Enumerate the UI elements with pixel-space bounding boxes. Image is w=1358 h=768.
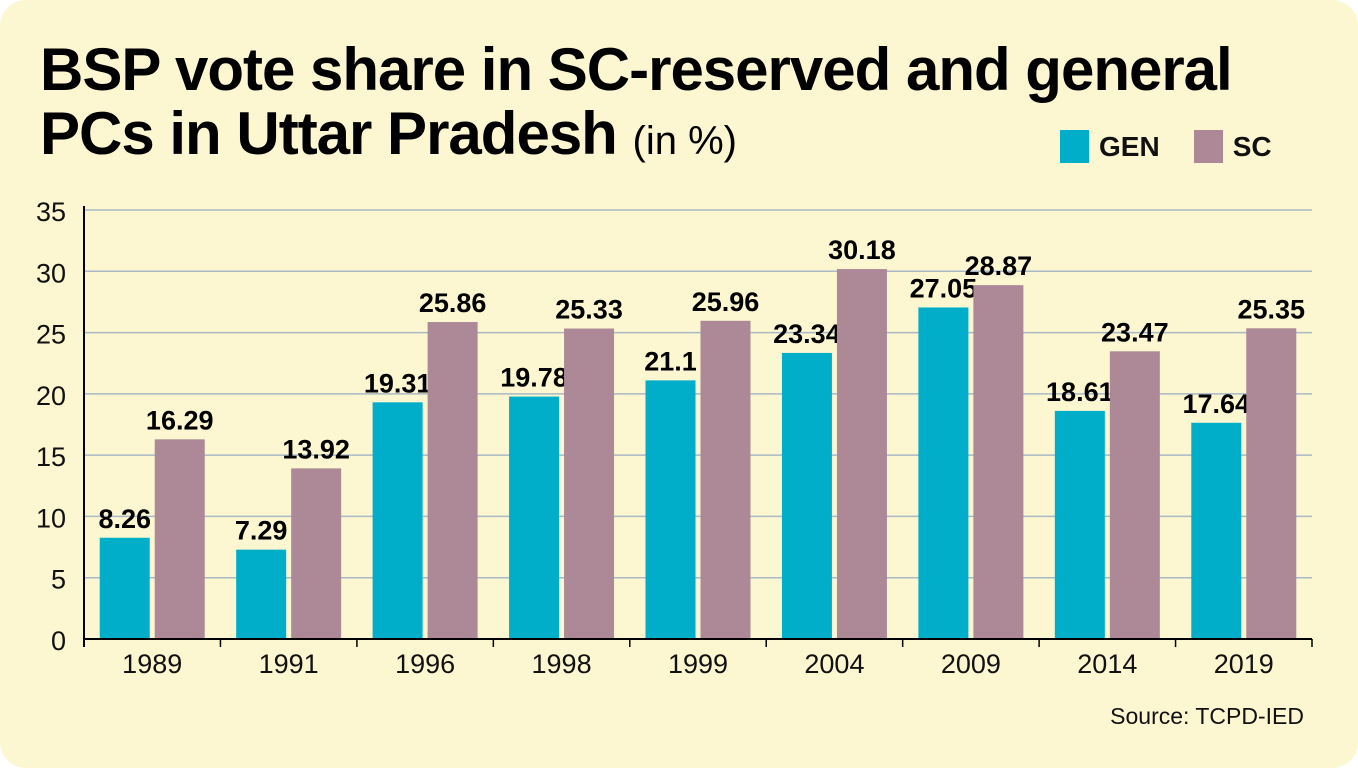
y-tick-label: 35 — [36, 197, 66, 227]
bar-gen-2009 — [918, 307, 969, 639]
bar-gen-1998 — [509, 396, 560, 639]
x-tick-label: 2019 — [1214, 649, 1274, 679]
title-unit: (in %) — [632, 119, 737, 163]
data-label-gen-1999: 21.1 — [644, 346, 697, 376]
y-tick-label: 30 — [36, 258, 66, 288]
data-label-gen-2009: 27.05 — [910, 273, 978, 303]
bar-gen-1996 — [372, 402, 423, 639]
y-tick-label: 5 — [51, 565, 66, 595]
chart-title: BSP vote share in SC-reserved and genera… — [40, 38, 1260, 173]
bar-sc-1989 — [154, 439, 205, 639]
data-label-gen-1996: 19.31 — [364, 368, 432, 398]
bar-sc-2019 — [1246, 328, 1297, 639]
bar-gen-1999 — [645, 380, 696, 639]
data-label-sc-1996: 25.86 — [419, 288, 487, 318]
source-note: Source: TCPD-IED — [1110, 703, 1304, 729]
y-tick-label: 25 — [36, 320, 66, 350]
data-label-gen-1991: 7.29 — [235, 516, 288, 546]
bar-sc-2014 — [1109, 351, 1160, 639]
x-tick-label: 1998 — [532, 649, 592, 679]
bar-sc-1996 — [427, 322, 478, 639]
legend: GEN SC — [1060, 130, 1306, 163]
data-label-sc-2004: 30.18 — [828, 235, 896, 265]
x-tick-label: 1996 — [395, 649, 455, 679]
data-label-sc-1989: 16.29 — [146, 405, 214, 435]
bar-gen-1991 — [236, 549, 287, 639]
x-tick-label: 1989 — [122, 649, 182, 679]
data-label-sc-2019: 25.35 — [1237, 294, 1305, 324]
data-label-sc-1999: 25.96 — [692, 287, 760, 317]
data-label-gen-2014: 18.61 — [1046, 377, 1114, 407]
x-tick-label: 2014 — [1077, 649, 1137, 679]
data-label-sc-2009: 28.87 — [965, 251, 1033, 281]
x-tick-label: 2004 — [804, 649, 864, 679]
bar-sc-1998 — [564, 328, 615, 639]
bar-gen-2014 — [1054, 410, 1105, 639]
bar-sc-2009 — [973, 285, 1024, 639]
x-tick-label: 2009 — [941, 649, 1001, 679]
bar-gen-2019 — [1191, 422, 1242, 639]
data-label-sc-2014: 23.47 — [1101, 317, 1169, 347]
legend-item-sc: SC — [1193, 130, 1272, 163]
data-label-sc-1991: 13.92 — [282, 434, 350, 464]
data-label-gen-2019: 17.64 — [1182, 389, 1250, 419]
y-tick-label: 15 — [36, 442, 66, 472]
x-tick-label: 1999 — [668, 649, 728, 679]
legend-label-sc: SC — [1232, 130, 1272, 162]
legend-swatch-sc — [1193, 130, 1223, 163]
y-tick-label: 20 — [36, 381, 66, 411]
data-label-gen-2004: 23.34 — [773, 319, 841, 349]
legend-swatch-gen — [1060, 130, 1089, 163]
data-label-sc-1998: 25.33 — [555, 295, 623, 325]
y-tick-label: 0 — [51, 626, 66, 656]
bar-sc-1999 — [700, 320, 751, 639]
bar-sc-2004 — [836, 269, 887, 639]
bar-gen-2004 — [781, 352, 832, 639]
legend-label-gen: GEN — [1099, 130, 1160, 162]
data-label-gen-1989: 8.26 — [98, 504, 151, 534]
data-label-gen-1998: 19.78 — [500, 363, 568, 393]
legend-item-gen: GEN — [1060, 130, 1160, 163]
title-main: BSP vote share in SC-reserved and genera… — [40, 36, 1233, 167]
bar-sc-1991 — [291, 468, 342, 639]
x-tick-label: 1991 — [259, 649, 319, 679]
y-tick-label: 10 — [36, 503, 66, 533]
bar-gen-1989 — [99, 537, 150, 639]
